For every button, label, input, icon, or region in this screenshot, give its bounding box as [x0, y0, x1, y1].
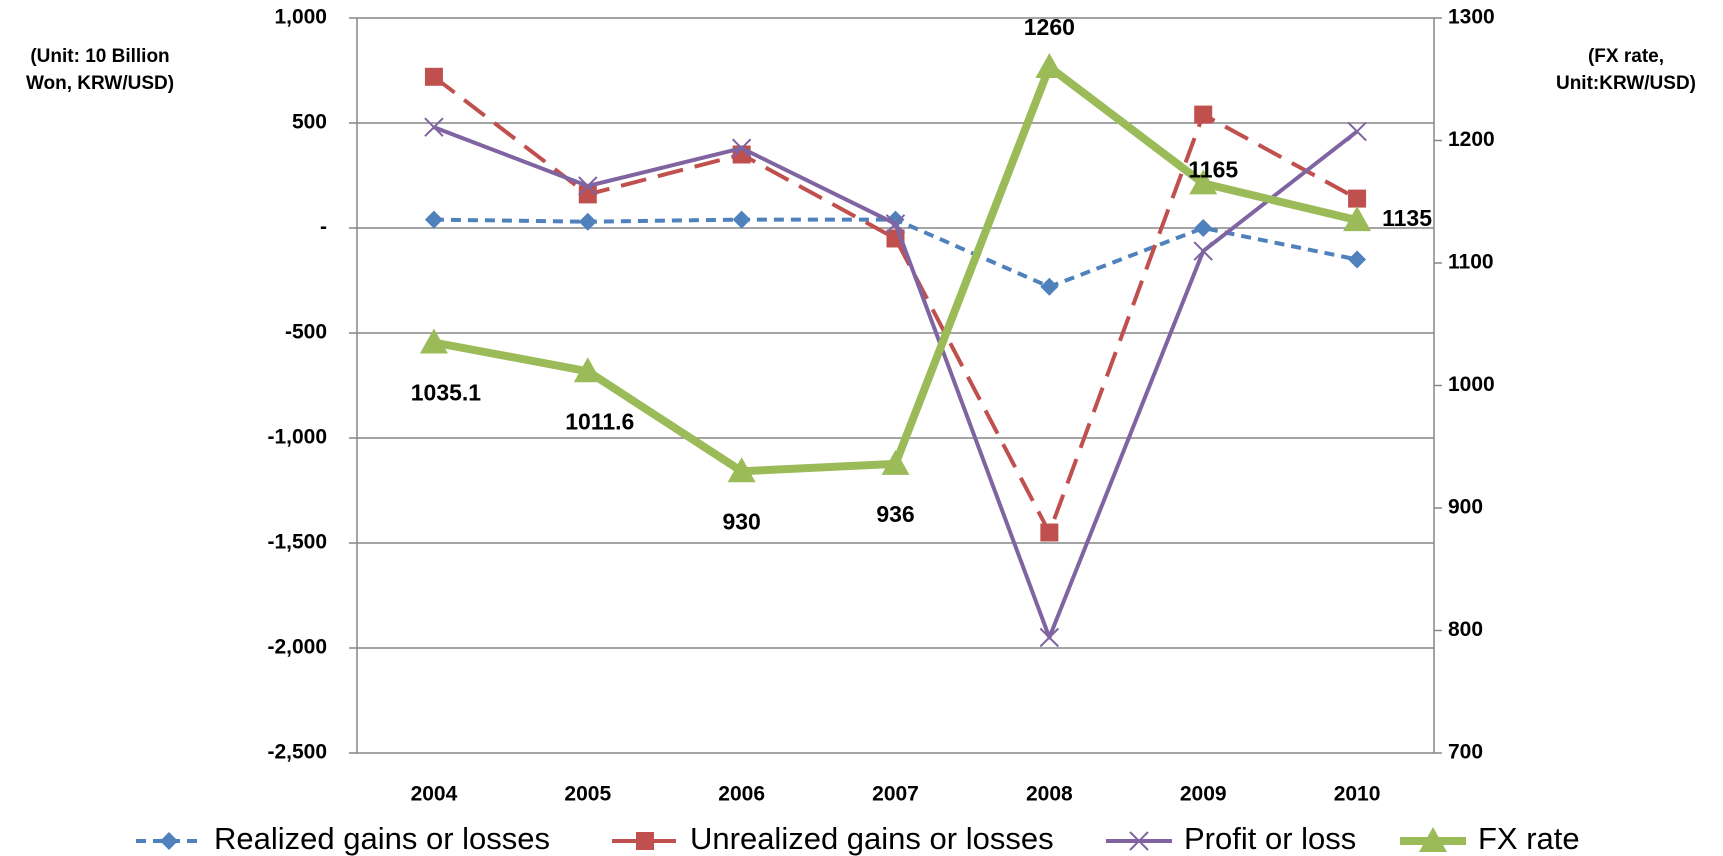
marker: [636, 832, 654, 850]
data-label: 1135: [1382, 205, 1432, 231]
marker: [419, 328, 448, 354]
y-tick-label: -500: [285, 321, 327, 344]
marker: [886, 210, 905, 229]
marker: [424, 67, 443, 86]
x-tick-label: 2005: [564, 783, 611, 806]
marker: [424, 117, 444, 137]
x-tick-label: 2006: [718, 783, 765, 806]
data-label: 1035.1: [411, 380, 482, 406]
marker: [1343, 206, 1372, 232]
y-tick-label: 1,000: [274, 6, 327, 29]
marker: [160, 832, 178, 850]
data-label: 1165: [1188, 156, 1238, 182]
y-tick-label: -: [320, 216, 327, 239]
y-tick-label: -2,000: [267, 636, 327, 659]
marker: [731, 138, 752, 158]
y-axis-title: (Unit: 10 Billion: [30, 46, 169, 67]
x-tick-label: 2004: [411, 783, 458, 806]
legend-label: Realized gains or losses: [214, 821, 550, 856]
data-label: 1011.6: [565, 408, 634, 434]
y2-tick-label: 700: [1448, 741, 1483, 764]
y2-tick-label: 800: [1448, 618, 1483, 641]
x-tick-label: 2007: [872, 783, 919, 806]
data-label: 930: [722, 508, 760, 534]
y2-tick-label: 900: [1448, 496, 1483, 519]
marker: [578, 185, 597, 204]
marker: [1348, 189, 1367, 208]
marker: [1347, 121, 1367, 142]
marker: [1189, 169, 1218, 195]
marker: [1194, 105, 1213, 124]
y-tick-label: 500: [292, 111, 327, 134]
marker: [578, 176, 598, 196]
marker: [573, 357, 602, 383]
marker: [424, 210, 443, 229]
marker: [1348, 250, 1367, 269]
marker: [727, 457, 756, 483]
marker: [1039, 627, 1060, 648]
x-tick-label: 2009: [1180, 783, 1227, 806]
legend-label: FX rate: [1478, 821, 1580, 856]
marker: [1040, 277, 1059, 296]
data-label: 1260: [1024, 14, 1075, 40]
marker: [1035, 53, 1064, 78]
marker: [1194, 219, 1213, 237]
x-tick-label: 2010: [1334, 783, 1381, 806]
marker: [1129, 831, 1149, 851]
y-tick-label: -2,500: [267, 741, 327, 764]
series-line: [433, 125, 1359, 640]
y2-tick-label: 1200: [1448, 128, 1495, 151]
legend-label: Profit or loss: [1184, 821, 1356, 856]
x-tick-label: 2008: [1026, 783, 1073, 806]
data-label: 936: [876, 501, 914, 527]
y2-tick-label: 1000: [1448, 373, 1495, 396]
marker: [1193, 241, 1213, 261]
y2-tick-label: 1300: [1448, 6, 1495, 29]
y-tick-label: -1,500: [267, 531, 327, 554]
marker: [732, 210, 751, 229]
y2-axis-title: Unit:KRW/USD): [1556, 73, 1696, 94]
marker: [881, 449, 910, 475]
y-axis-title: Won, KRW/USD): [26, 73, 174, 94]
y2-axis-title: (FX rate,: [1588, 46, 1664, 67]
y2-tick-label: 1100: [1448, 251, 1494, 274]
legend-label: Unrealized gains or losses: [690, 821, 1054, 856]
marker: [578, 212, 597, 231]
marker: [1040, 523, 1059, 542]
marker: [1419, 827, 1447, 852]
y-tick-label: -1,000: [267, 426, 327, 449]
marker: [885, 214, 906, 234]
